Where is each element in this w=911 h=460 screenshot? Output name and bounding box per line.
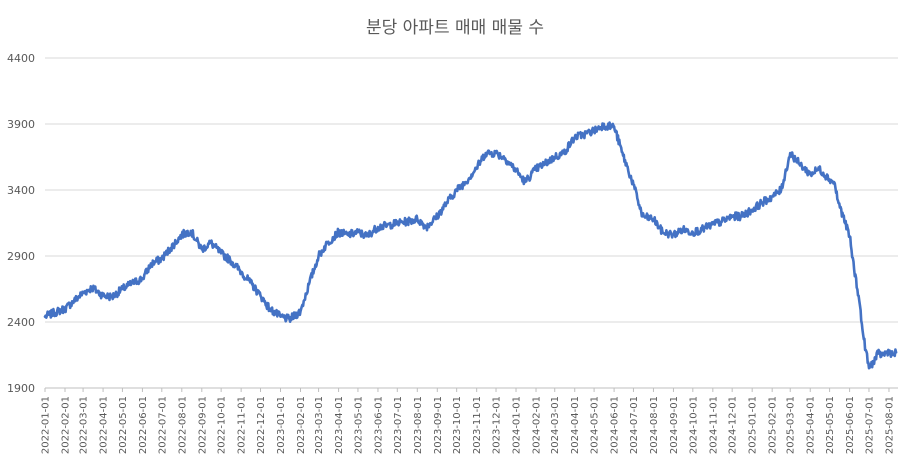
x-tick-label: 2022-12-01 xyxy=(256,396,267,454)
x-tick-label: 2025-03-01 xyxy=(786,396,797,454)
x-tick-label: 2024-07-01 xyxy=(629,396,640,454)
x-tick-label: 2022-01-01 xyxy=(41,396,52,454)
x-tick-label: 2023-12-01 xyxy=(492,396,503,454)
x-axis-ticks: 2022-01-01 2022-02-01 2022-03-01 2022-04-01… xyxy=(41,388,895,454)
x-tick-label: 2023-08-01 xyxy=(413,396,424,454)
x-tick-label: 2025-04-01 xyxy=(806,396,817,454)
x-tick-label: 2024-01-01 xyxy=(512,396,523,454)
x-tick-label: 2022-11-01 xyxy=(237,396,248,454)
y-tick-label: 3900 xyxy=(7,118,35,131)
x-tick-label: 2023-10-01 xyxy=(452,396,463,454)
x-tick-label: 2025-07-01 xyxy=(864,396,875,454)
x-tick-label: 2025-08-01 xyxy=(884,396,895,454)
x-tick-label: 2022-02-01 xyxy=(61,396,72,454)
x-tick-label: 2025-05-01 xyxy=(825,396,836,454)
x-tick-label: 2023-03-01 xyxy=(314,396,325,454)
x-tick-label: 2022-05-01 xyxy=(118,396,129,454)
x-tick-label: 2023-01-01 xyxy=(276,396,287,454)
x-tick-label: 2024-03-01 xyxy=(550,396,561,454)
x-tick-label: 2025-01-01 xyxy=(748,396,759,454)
x-tick-label: 2022-10-01 xyxy=(217,396,228,454)
x-tick-label: 2024-12-01 xyxy=(728,396,739,454)
x-tick-label: 2023-04-01 xyxy=(334,396,345,454)
y-axis-ticks: 1900 2400 2900 3400 3900 4400 xyxy=(7,52,35,395)
x-tick-label: 2023-02-01 xyxy=(296,396,307,454)
x-tick-label: 2023-11-01 xyxy=(472,396,483,454)
x-tick-label: 2022-07-01 xyxy=(157,396,168,454)
gridlines xyxy=(45,57,898,389)
x-tick-label: 2024-08-01 xyxy=(649,396,660,454)
x-tick-label: 2023-09-01 xyxy=(433,396,444,454)
y-tick-label: 4400 xyxy=(7,52,35,65)
y-tick-label: 3400 xyxy=(7,184,35,197)
x-tick-label: 2022-03-01 xyxy=(79,396,90,454)
x-tick-label: 2024-10-01 xyxy=(688,396,699,454)
x-tick-label: 2025-02-01 xyxy=(768,396,779,454)
y-tick-label: 2900 xyxy=(7,250,35,263)
x-tick-label: 2022-09-01 xyxy=(197,396,208,454)
x-tick-label: 2024-05-01 xyxy=(590,396,601,454)
x-tick-label: 2023-05-01 xyxy=(353,396,364,454)
chart-title: 분당 아파트 매매 매물 수 xyxy=(366,18,544,38)
x-tick-label: 2024-11-01 xyxy=(708,396,719,454)
x-tick-label: 2024-09-01 xyxy=(669,396,680,454)
series-line xyxy=(43,121,898,370)
y-tick-label: 1900 xyxy=(7,382,35,395)
y-tick-label: 2400 xyxy=(7,316,35,329)
x-tick-label: 2024-04-01 xyxy=(570,396,581,454)
x-tick-label: 2024-02-01 xyxy=(532,396,543,454)
x-tick-label: 2025-06-01 xyxy=(845,396,856,454)
x-tick-label: 2022-06-01 xyxy=(138,396,149,454)
x-tick-label: 2022-04-01 xyxy=(99,396,110,454)
series-layer xyxy=(43,121,898,370)
x-tick-label: 2022-08-01 xyxy=(177,396,188,454)
x-tick-label: 2023-06-01 xyxy=(373,396,384,454)
x-tick-label: 2023-07-01 xyxy=(393,396,404,454)
x-tick-label: 2024-06-01 xyxy=(610,396,621,454)
